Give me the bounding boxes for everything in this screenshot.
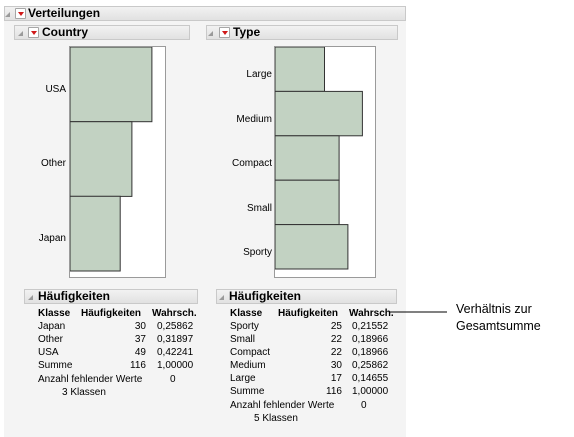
table-cell: USA	[38, 347, 59, 358]
bar-japan[interactable]	[70, 195, 121, 272]
table-cell: 37	[134, 334, 146, 345]
bar-medium[interactable]	[275, 90, 363, 137]
table-cell: Summe	[38, 360, 73, 371]
table-cell: 1,00000	[157, 360, 194, 371]
table-cell: Compact	[230, 347, 271, 358]
type-header[interactable]	[206, 25, 398, 40]
bar-other[interactable]	[70, 121, 133, 197]
table-cell: 0,14655	[352, 373, 389, 384]
type-category-label: Small	[246, 203, 272, 214]
table-cell: Large	[230, 373, 256, 384]
bar-usa[interactable]	[70, 47, 153, 123]
country-category-label: Japan	[38, 233, 66, 244]
missing-values-count: 0	[361, 400, 367, 411]
missing-values-label: Anzahl fehlender Werte	[38, 374, 143, 385]
table-cell: 22	[330, 334, 342, 345]
distributions-title: Verteilungen	[28, 6, 101, 20]
table-cell: 116	[326, 386, 342, 397]
column-header: Wahrsch.	[152, 308, 197, 319]
red-triangle-menu-icon[interactable]	[28, 27, 39, 38]
table-cell: Japan	[38, 321, 66, 332]
table-cell: Sporty	[230, 321, 259, 332]
table-cell: Other	[38, 334, 64, 345]
table-cell: 1,00000	[352, 386, 389, 397]
type-frequencies-header[interactable]	[216, 289, 397, 304]
column-header: Häufigkeiten	[278, 308, 339, 319]
type-category-label: Sporty	[243, 247, 272, 258]
table-cell: 0,18966	[352, 347, 389, 358]
type-category-label: Large	[246, 69, 272, 80]
table-cell: 25	[330, 321, 342, 332]
distributions-header[interactable]	[4, 6, 406, 21]
table-cell: 49	[134, 347, 146, 358]
table-cell: 0,31897	[157, 334, 194, 345]
country-frequencies-title: Häufigkeiten	[38, 289, 111, 303]
column-header: Klasse	[230, 308, 263, 319]
red-triangle-menu-icon[interactable]	[219, 27, 230, 38]
table-cell: 30	[330, 360, 342, 371]
table-cell: 0,25862	[157, 321, 194, 332]
callout-leader-line	[390, 311, 447, 313]
country-frequencies-header[interactable]	[24, 289, 198, 304]
table-cell: 116	[130, 360, 146, 371]
country-title: Country	[42, 25, 88, 39]
type-frequencies-title: Häufigkeiten	[229, 289, 302, 303]
missing-values-label: Anzahl fehlender Werte	[230, 400, 335, 411]
disclosure-triangle-icon[interactable]	[28, 295, 33, 300]
callout-line-1: Verhältnis zur	[456, 302, 532, 316]
class-count: 5 Klassen	[254, 413, 298, 424]
bar-small[interactable]	[275, 179, 340, 226]
disclosure-triangle-icon[interactable]	[5, 12, 10, 17]
table-cell: 0,21552	[352, 321, 389, 332]
callout-line-2: Gesamtsumme	[456, 319, 541, 333]
table-cell: 30	[134, 321, 146, 332]
disclosure-triangle-icon[interactable]	[18, 31, 23, 36]
column-header: Wahrsch.	[349, 308, 394, 319]
type-title: Type	[233, 25, 261, 39]
disclosure-triangle-icon[interactable]	[208, 31, 213, 36]
missing-values-count: 0	[170, 374, 176, 385]
table-cell: 22	[330, 347, 342, 358]
column-header: Klasse	[38, 308, 71, 319]
country-bar-chart	[69, 46, 166, 278]
bar-compact[interactable]	[275, 135, 340, 181]
table-cell: 0,42241	[157, 347, 194, 358]
bar-large[interactable]	[275, 47, 325, 92]
country-header[interactable]	[14, 25, 190, 40]
country-category-label: Other	[40, 158, 66, 169]
table-cell: 17	[330, 373, 342, 384]
country-category-label: USA	[45, 84, 66, 95]
bar-sporty[interactable]	[275, 224, 349, 270]
table-cell: 0,18966	[352, 334, 389, 345]
red-triangle-menu-icon[interactable]	[15, 8, 26, 19]
callout-text: Verhältnis zur Gesamtsumme	[456, 301, 541, 335]
table-cell: Medium	[230, 360, 266, 371]
type-category-label: Medium	[236, 114, 272, 125]
table-cell: 0,25862	[352, 360, 389, 371]
type-category-label: Compact	[231, 158, 272, 169]
column-header: Häufigkeiten	[81, 308, 142, 319]
disclosure-triangle-icon[interactable]	[219, 295, 224, 300]
table-cell: Summe	[230, 386, 265, 397]
type-bar-chart	[274, 46, 376, 278]
table-cell: Small	[230, 334, 256, 345]
class-count: 3 Klassen	[62, 387, 106, 398]
